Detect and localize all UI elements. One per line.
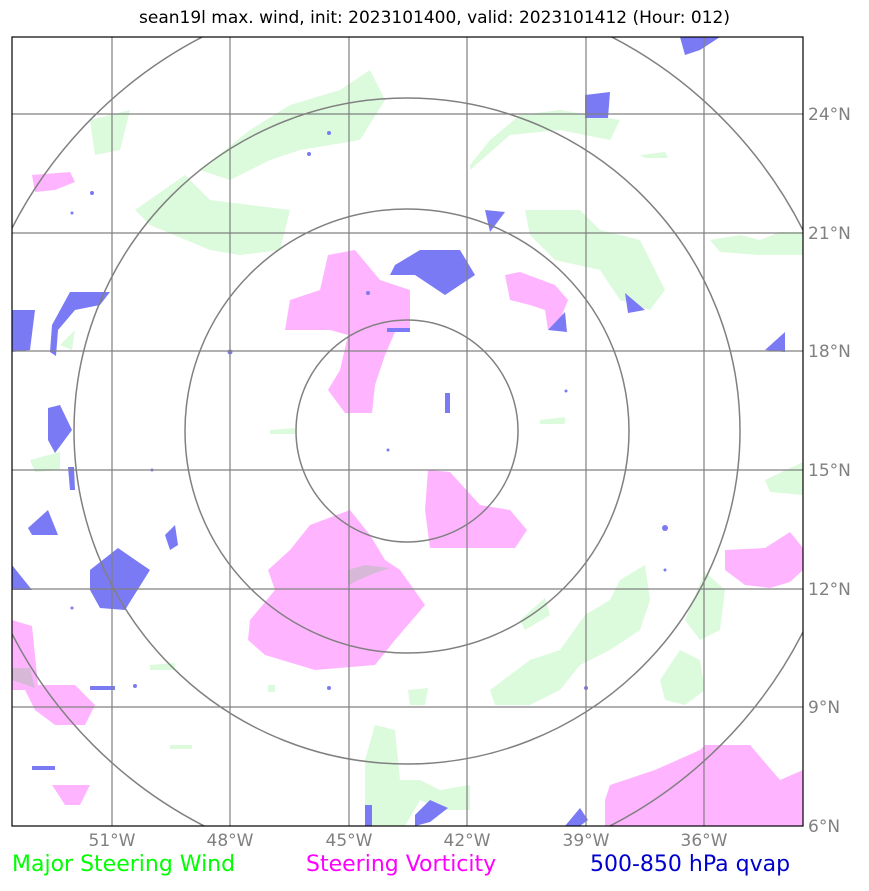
qvap-areas	[12, 37, 785, 826]
range-rings	[12, 37, 803, 826]
lat-label: 9°N	[808, 698, 840, 718]
lat-label: 15°N	[808, 461, 851, 481]
lon-label: 48°W	[207, 831, 254, 851]
legend-steering-vorticity: Steering Vorticity	[306, 852, 497, 877]
lat-label: 21°N	[808, 224, 851, 244]
overlap-patches	[12, 565, 390, 688]
lon-label: 51°W	[89, 831, 136, 851]
range-ring-2	[184, 208, 630, 654]
gridlines	[12, 37, 803, 826]
lon-label: 39°W	[563, 831, 610, 851]
range-ring-1	[295, 319, 519, 543]
legend-qvap: 500-850 hPa qvap	[590, 852, 791, 877]
latitude-labels: 24°N 21°N 18°N 15°N 12°N 9°N 6°N	[808, 105, 851, 837]
lat-label: 6°N	[808, 817, 840, 837]
range-ring-4	[12, 37, 803, 826]
lat-label: 12°N	[808, 580, 851, 600]
lat-label: 18°N	[808, 342, 851, 362]
map-title: sean19l max. wind, init: 2023101400, val…	[139, 8, 730, 28]
steering-wind-areas	[30, 70, 803, 826]
range-ring-3	[73, 97, 741, 765]
map-frame	[11, 36, 804, 827]
lon-label: 45°W	[326, 831, 373, 851]
legend-steering-wind: Major Steering Wind	[12, 852, 236, 877]
lat-label: 24°N	[808, 105, 851, 125]
lon-label: 36°W	[681, 831, 728, 851]
lon-label: 42°W	[444, 831, 491, 851]
longitude-labels: 51°W 48°W 45°W 42°W 39°W 36°W	[89, 831, 728, 851]
